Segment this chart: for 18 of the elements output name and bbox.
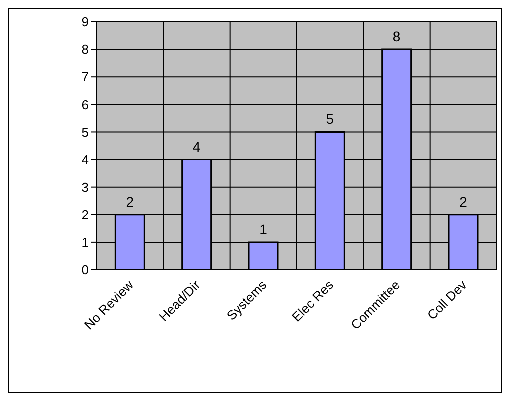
y-tick-label: 3: [82, 180, 89, 195]
data-label: 8: [392, 28, 401, 45]
y-tick-label: 4: [82, 152, 89, 168]
data-label: 2: [460, 194, 468, 210]
y-tick-label: 0: [82, 262, 89, 278]
y-tick-label: 6: [82, 97, 89, 112]
y-tick-label: 7: [82, 70, 89, 85]
data-label: 1: [260, 221, 268, 238]
x-tick-label: Coll Dev: [424, 277, 470, 323]
data-label: 2: [126, 194, 134, 210]
y-tick-label: 1: [82, 235, 89, 250]
y-tick-label: 9: [82, 14, 89, 30]
y-tick-label: 5: [82, 124, 89, 140]
data-label: 4: [192, 138, 201, 155]
x-tick-label: Elec Res: [289, 277, 337, 325]
data-label: 5: [326, 111, 334, 128]
y-tick-label: 2: [82, 208, 89, 223]
y-tick-label: 8: [82, 42, 89, 58]
